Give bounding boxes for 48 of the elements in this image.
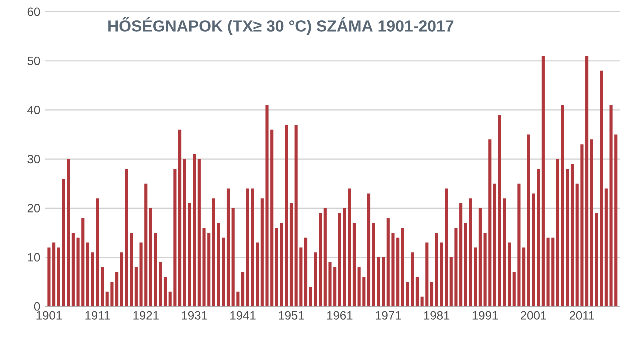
y-tick-label: 10 (28, 253, 40, 262)
bar (241, 272, 245, 307)
bar (508, 242, 512, 307)
bar (164, 277, 168, 307)
x-tick-label: 1951 (279, 312, 304, 320)
chart-title: HŐSÉGNAPOK (TX≥ 30 °C) SZÁMA 1901-2017 (108, 18, 454, 36)
x-tick-label: 1931 (182, 312, 208, 320)
x-tick-label: 1971 (376, 312, 402, 320)
bar (100, 268, 104, 307)
y-tick-label: 20 (28, 204, 40, 213)
x-tick-label: 1921 (134, 312, 159, 320)
x-tick-label: 1941 (230, 312, 256, 320)
bar (570, 164, 574, 307)
bar (304, 238, 308, 307)
bar (319, 214, 322, 307)
y-tick-label: 40 (28, 106, 40, 115)
bar (478, 208, 482, 307)
y-tick-label: 60 (28, 8, 40, 16)
y-tick-label: 50 (28, 57, 40, 66)
bar (445, 188, 448, 307)
bar (212, 198, 216, 307)
bar (72, 233, 75, 307)
bar (86, 242, 90, 307)
bar (149, 208, 153, 307)
bar (542, 56, 545, 307)
bar (290, 204, 294, 307)
x-tick-label: 1981 (424, 312, 450, 320)
bar (226, 188, 230, 307)
y-tick-label: 30 (28, 155, 40, 164)
x-tick-label: 1991 (472, 312, 498, 320)
x-tick-label: 1901 (36, 312, 62, 320)
bar (367, 194, 371, 307)
bar (586, 56, 589, 307)
bar (382, 258, 386, 307)
x-tick-label: 1911 (86, 312, 110, 320)
bar (116, 272, 119, 307)
bar (556, 159, 560, 307)
bar (416, 277, 419, 307)
bar (522, 248, 526, 307)
bar (275, 228, 278, 307)
bar (178, 130, 182, 307)
bar (493, 184, 497, 307)
bar (430, 282, 434, 307)
x-tick-label: 2011 (570, 312, 595, 320)
x-tick-label: 2001 (521, 312, 547, 320)
x-tick-label: 1961 (328, 312, 353, 320)
y-tick-label: 0 (34, 302, 40, 312)
bar (352, 223, 356, 307)
